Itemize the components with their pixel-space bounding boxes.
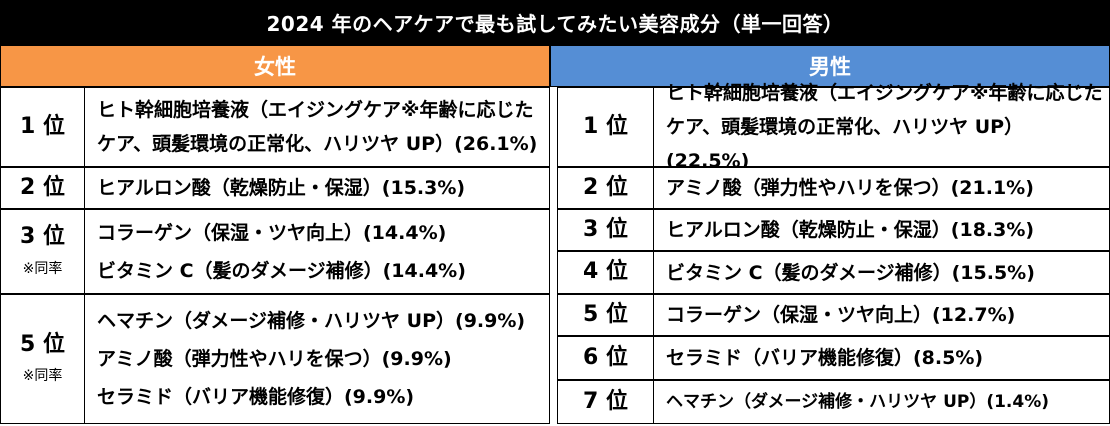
ingredient-item: コラーゲン（保湿・ツヤ向上）(12.7%)	[666, 304, 1016, 326]
rank-label: 6 位	[583, 344, 628, 370]
rank-cell: 4 位	[558, 252, 654, 293]
female-rank-3-row: 3 位 ※同率 コラーゲン（保湿・ツヤ向上）(14.4%) ビタミン C（髪のダ…	[0, 209, 550, 294]
rank-label: 3 位	[583, 216, 628, 242]
rank-cell: 7 位	[558, 381, 654, 423]
ingredient-item: アミノ酸（弾力性やハリを保つ）(21.1%)	[666, 177, 1034, 199]
rank-label: 1 位	[20, 113, 65, 139]
rank-cell: 5 位	[558, 295, 654, 335]
male-rank-4-row: 4 位 ビタミン C（髪のダメージ補修）(15.5%)	[557, 251, 1110, 294]
ingredient-item: ヒト幹細胞培養液（エイジングケア※年齢に応じたケア、頭髪環境の正常化、ハリツヤ …	[97, 99, 538, 155]
rank-cell: 1 位	[1, 88, 85, 166]
item-cell: ヒアルロン酸（乾燥防止・保湿）(18.3%)	[654, 210, 1109, 250]
rank-label: 4 位	[583, 259, 628, 285]
table-title: 2024 年のヘアケアで最も試してみたい美容成分（単一回答）	[0, 0, 1110, 45]
item-cell: コラーゲン（保湿・ツヤ向上）(12.7%)	[654, 295, 1109, 335]
rank-label: 1 位	[583, 113, 628, 139]
tie-note: ※同率	[22, 260, 63, 277]
male-rank-2-row: 2 位 アミノ酸（弾力性やハリを保つ）(21.1%)	[557, 167, 1110, 209]
ingredient-item: ヘマチン（ダメージ補修・ハリツヤ UP）(1.4%)	[666, 392, 1050, 412]
ingredient-item: ビタミン C（髪のダメージ補修）(15.5%)	[666, 261, 1035, 284]
item-cell: コラーゲン（保湿・ツヤ向上）(14.4%) ビタミン C（髪のダメージ補修）(1…	[85, 210, 549, 293]
item-cell: ヒアルロン酸（乾燥防止・保湿）(15.3%)	[85, 168, 549, 208]
item-cell: ビタミン C（髪のダメージ補修）(15.5%)	[654, 252, 1109, 293]
ingredient-item: ヘマチン（ダメージ補修・ハリツヤ UP）(9.9%)	[97, 310, 526, 332]
rank-label: 7 位	[583, 388, 628, 414]
ingredient-item: ヒアルロン酸（乾燥防止・保湿）(18.3%)	[666, 219, 1035, 241]
rank-label: 3 位	[20, 224, 65, 250]
rank-cell: 5 位 ※同率	[1, 295, 85, 423]
rank-label: 5 位	[20, 331, 65, 357]
rank-cell: 2 位	[558, 168, 654, 208]
item-cell: ヘマチン（ダメージ補修・ハリツヤ UP）(9.9%) アミノ酸（弾力性やハリを保…	[85, 295, 549, 423]
item-cell: アミノ酸（弾力性やハリを保つ）(21.1%)	[654, 168, 1109, 208]
rank-cell: 3 位 ※同率	[1, 210, 85, 293]
rank-cell: 2 位	[1, 168, 85, 208]
rank-cell: 6 位	[558, 337, 654, 379]
male-rank-3-row: 3 位 ヒアルロン酸（乾燥防止・保湿）(18.3%)	[557, 209, 1110, 251]
item-cell: セラミド（バリア機能修復）(8.5%)	[654, 337, 1109, 379]
male-rank-5-row: 5 位 コラーゲン（保湿・ツヤ向上）(12.7%)	[557, 294, 1110, 336]
tie-note: ※同率	[22, 368, 63, 385]
ingredient-item: コラーゲン（保湿・ツヤ向上）(14.4%)	[97, 221, 447, 244]
rank-label: 2 位	[20, 174, 65, 200]
male-rank-6-row: 6 位 セラミド（バリア機能修復）(8.5%)	[557, 336, 1110, 380]
rank-label: 2 位	[583, 174, 628, 200]
male-rank-1-row: 1 位 ヒト幹細胞培養液（エイジングケア※年齢に応じたケア、頭髪環境の正常化、ハ…	[557, 82, 1110, 172]
rank-cell: 3 位	[558, 210, 654, 250]
female-column-header: 女性	[0, 45, 550, 87]
ingredient-item: アミノ酸（弾力性やハリを保つ）(9.9%)	[97, 348, 452, 370]
ingredient-item: ヒト幹細胞培養液（エイジングケア※年齢に応じたケア、頭髪環境の正常化、ハリツヤ …	[666, 82, 1103, 172]
ingredient-item: ヒアルロン酸（乾燥防止・保湿）(15.3%)	[97, 177, 466, 199]
rank-label: 5 位	[583, 301, 628, 327]
ingredient-item: ビタミン C（髪のダメージ補修）(14.4%)	[97, 259, 466, 282]
rank-cell: 1 位	[558, 88, 654, 166]
item-cell: ヒト幹細胞培養液（エイジングケア※年齢に応じたケア、頭髪環境の正常化、ハリツヤ …	[85, 88, 549, 166]
female-rank-1-row: 1 位 ヒト幹細胞培養液（エイジングケア※年齢に応じたケア、頭髪環境の正常化、ハ…	[0, 87, 550, 167]
item-cell: ヒト幹細胞培養液（エイジングケア※年齢に応じたケア、頭髪環境の正常化、ハリツヤ …	[654, 82, 1109, 172]
male-rank-7-row: 7 位 ヘマチン（ダメージ補修・ハリツヤ UP）(1.4%)	[557, 380, 1110, 424]
ingredient-item: セラミド（バリア機能修復）(9.9%)	[97, 386, 415, 408]
ingredient-item: セラミド（バリア機能修復）(8.5%)	[666, 347, 984, 369]
male-column-header: 男性	[550, 45, 1110, 87]
item-cell: ヘマチン（ダメージ補修・ハリツヤ UP）(1.4%)	[654, 381, 1109, 423]
female-rank-2-row: 2 位 ヒアルロン酸（乾燥防止・保湿）(15.3%)	[0, 167, 550, 209]
female-rank-5-row: 5 位 ※同率 ヘマチン（ダメージ補修・ハリツヤ UP）(9.9%) アミノ酸（…	[0, 294, 550, 424]
